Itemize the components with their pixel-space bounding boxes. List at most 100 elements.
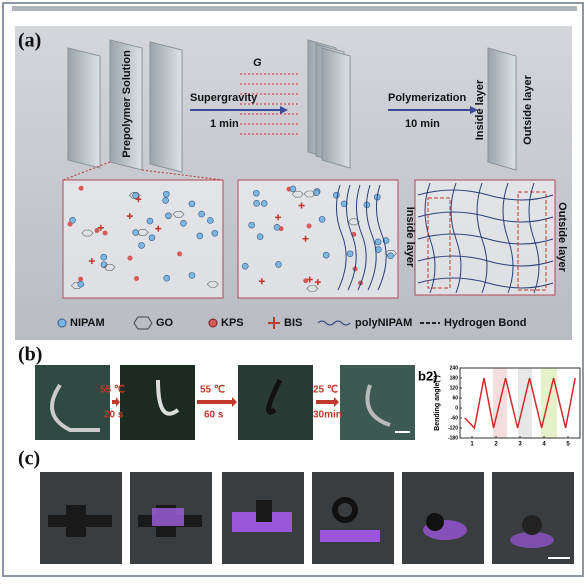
network [417, 277, 554, 289]
go [206, 280, 219, 288]
legend-icon [208, 318, 218, 328]
plates [67, 39, 517, 173]
nipam [138, 242, 145, 249]
kps [78, 185, 84, 191]
go [81, 229, 94, 237]
step-name: Supergravity [190, 92, 258, 104]
panel-label: (a) [18, 30, 41, 52]
nipam [248, 221, 255, 229]
arrow-head [470, 106, 478, 114]
y-tick-label: 120 [450, 385, 459, 391]
y-tick-label: -120 [448, 425, 458, 431]
legend-icon [317, 320, 351, 326]
nipam [77, 280, 85, 288]
nipam [198, 210, 205, 218]
zoom-lines [62, 161, 224, 181]
go [136, 229, 149, 236]
nipam [374, 238, 382, 246]
nipam [163, 190, 170, 198]
nipam [148, 234, 156, 241]
layer-boxes [427, 191, 547, 291]
nipam [252, 189, 260, 197]
bis [88, 257, 95, 264]
network [417, 211, 554, 223]
panel-label: (c) [18, 448, 40, 470]
legend-item: NIPAM [70, 317, 105, 329]
inset-label: Outside layer [556, 202, 568, 272]
nipam [318, 216, 326, 223]
kps [102, 230, 108, 236]
network [417, 189, 554, 201]
nipam [207, 217, 214, 224]
y-tick-label: 0 [455, 405, 458, 411]
nipam [100, 253, 108, 261]
nipam [165, 212, 172, 220]
nipam [188, 200, 196, 208]
go [103, 263, 116, 271]
nipam [188, 272, 196, 279]
y-tick-label: 60 [452, 395, 458, 401]
nipam [163, 274, 171, 282]
nipam [132, 229, 140, 236]
go [172, 210, 185, 218]
go [128, 192, 141, 199]
x-tick-label: 3 [518, 442, 522, 448]
kps [177, 251, 183, 257]
nipam [387, 252, 394, 260]
step-time: 20 s [104, 410, 124, 421]
nipam [196, 232, 204, 240]
bis [258, 278, 265, 285]
legend-item: KPS [221, 317, 244, 329]
x-tick-label: 1 [470, 442, 474, 448]
nipam [340, 200, 348, 208]
nipam [322, 251, 330, 259]
bis [298, 202, 305, 209]
plate-label: Inside layer [474, 79, 486, 140]
kps [94, 227, 100, 233]
kps [303, 278, 309, 284]
nipam [241, 262, 249, 270]
nipam [253, 199, 260, 207]
polymer [376, 184, 387, 291]
nipam [275, 261, 282, 268]
step-temp: 25 ℃ [313, 385, 338, 396]
legend-item: polyNIPAM [355, 317, 412, 329]
polymer [336, 184, 347, 291]
network [417, 255, 554, 267]
network [476, 182, 488, 294]
x-tick-label: 2 [494, 442, 498, 448]
nipam [211, 229, 219, 237]
inset-label: Inside layer [404, 207, 416, 268]
kps [78, 276, 84, 282]
go [347, 218, 360, 226]
nipam [289, 185, 297, 193]
nipam [346, 250, 354, 258]
go [306, 285, 319, 292]
plate-label: Outside layer [522, 74, 534, 144]
step-time: 30min [313, 410, 342, 421]
legend-icon [57, 318, 67, 328]
y-tick-label: 240 [450, 365, 459, 371]
legend-icon [268, 317, 280, 329]
nipam [333, 191, 340, 199]
field-lines [240, 73, 300, 135]
network [417, 233, 554, 245]
network [424, 182, 436, 294]
nipam [260, 200, 268, 207]
y-tick-label: -60 [451, 415, 458, 421]
step-temp: 55 ℃ [100, 385, 125, 396]
photos-c [40, 472, 574, 564]
bis [302, 235, 309, 242]
kps [127, 255, 133, 261]
frame [2, 2, 584, 577]
step-time: 10 min [405, 118, 440, 130]
kps [306, 223, 312, 229]
network [450, 182, 462, 294]
polymer [366, 184, 377, 291]
bis [314, 279, 321, 286]
chart-label: b2) [418, 368, 438, 383]
field-label: G [253, 57, 262, 69]
legend-icon [133, 316, 153, 330]
b-arrows [112, 397, 339, 407]
